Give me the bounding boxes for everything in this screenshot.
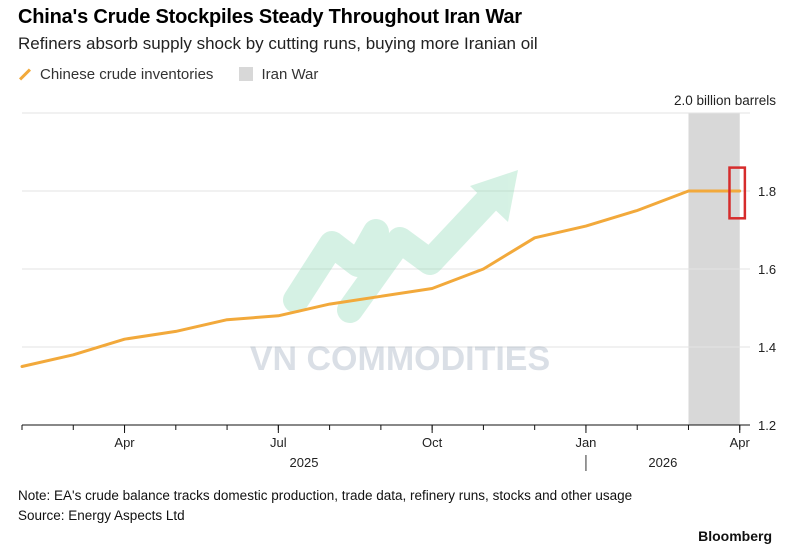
y-tick-label: 1.2 <box>758 418 776 433</box>
y-tick-label: 1.4 <box>758 340 776 355</box>
series-line-group <box>20 189 742 368</box>
chart-title: China's Crude Stockpiles Steady Througho… <box>18 6 522 28</box>
chart-source: Source: Energy Aspects Ltd <box>18 508 185 523</box>
x-tick-label: Jul <box>270 435 287 450</box>
highlight-group <box>728 166 747 220</box>
y-tick-label: 1.6 <box>758 262 776 277</box>
brand-logo: Bloomberg <box>698 528 772 544</box>
year-label: 2025 <box>290 455 319 470</box>
year-label: 2026 <box>648 455 677 470</box>
legend-label-iran-war: Iran War <box>261 65 319 83</box>
legend-item-iran-war: Iran War <box>239 66 318 83</box>
chart-legend: Chinese crude inventories Iran War <box>18 64 344 84</box>
watermark-arrow-icon <box>283 219 389 313</box>
watermark-group: VN COMMODITIES <box>250 170 550 378</box>
legend-label-inventories: Chinese crude inventories <box>40 65 214 83</box>
chart-note: Note: EA's crude balance tracks domestic… <box>18 488 633 503</box>
highlight-box <box>728 166 747 220</box>
axis-labels-group: 1.2 1.4 1.6 1.8 2.0 billion barrels Apr Jul Oct… <box>114 93 776 470</box>
y-tick-label: 1.8 <box>758 184 776 199</box>
x-tick-label: Oct <box>422 435 443 450</box>
watermark-text: VN COMMODITIES <box>250 340 550 378</box>
x-axis-group <box>21 424 750 471</box>
chart-subtitle: Refiners absorb supply shock by cutting … <box>18 34 538 53</box>
x-tick-label: Apr <box>114 435 135 450</box>
legend-shade-swatch <box>239 67 254 81</box>
x-tick-label: Jan <box>575 435 596 450</box>
watermark-arrow-icon <box>337 183 505 323</box>
chart-svg: VN COMMODITIES 1.2 1.4 1.6 1.8 2.0 billion b… <box>20 93 776 471</box>
legend-item-inventories: Chinese crude inventories <box>18 66 213 83</box>
watermark-arrowhead-icon <box>470 170 518 222</box>
x-tick-label: Apr <box>730 435 751 450</box>
y-unit-label: 2.0 billion barrels <box>674 93 776 108</box>
